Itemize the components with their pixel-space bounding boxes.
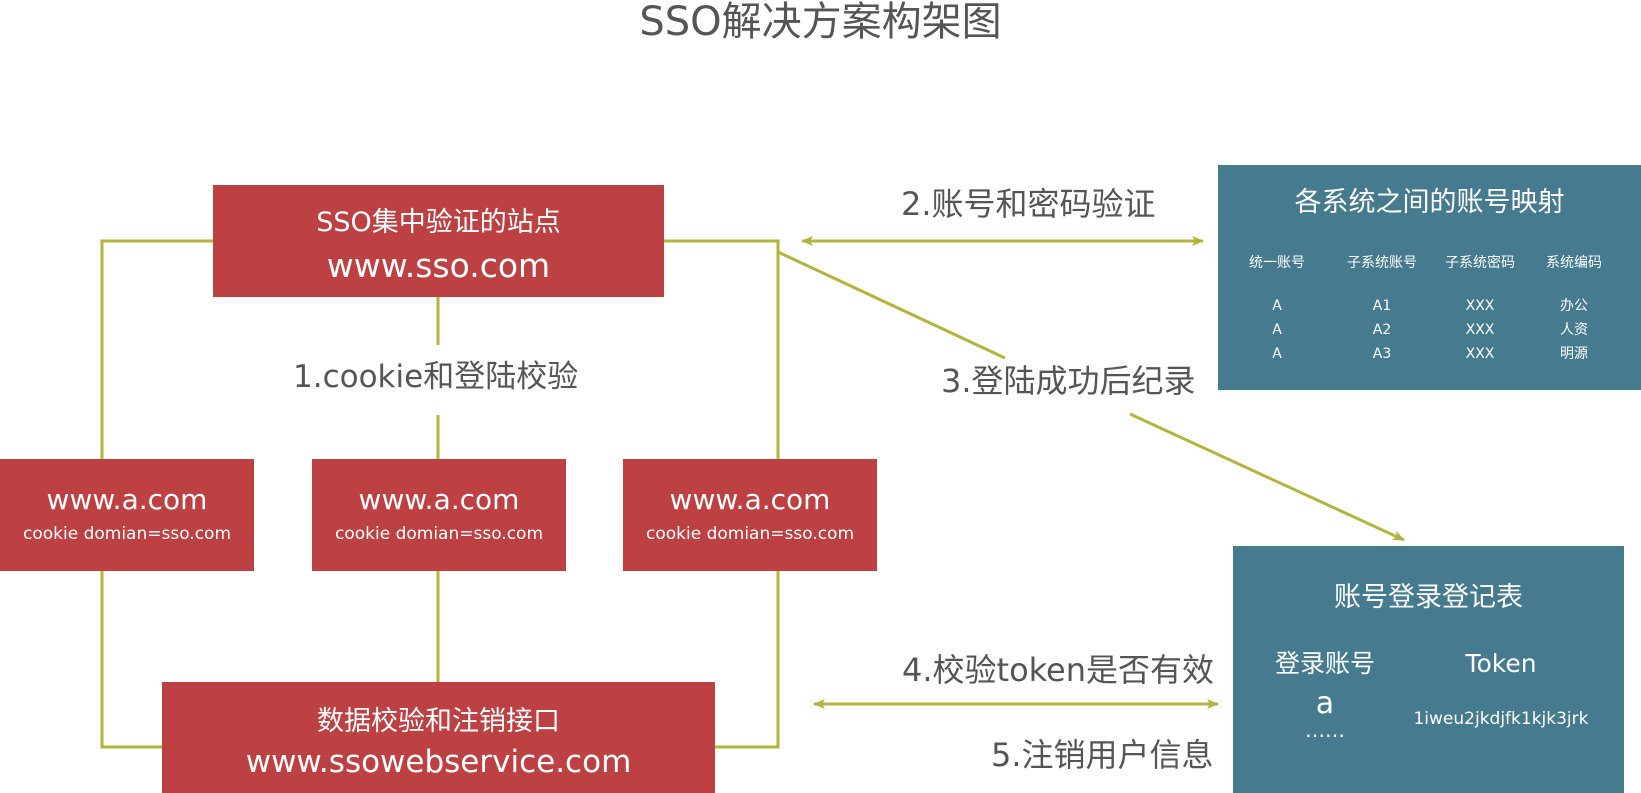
mapping-cell: 办公 [1560, 298, 1588, 314]
mapping-cell: A [1272, 322, 1282, 338]
step4-label: 4.校验token是否有效 [902, 651, 1215, 689]
mapping-cell: A2 [1372, 322, 1392, 338]
service-url: www.ssowebservice.com [245, 744, 632, 780]
login-register-table: 账号登录登记表 登录账号 Token a …… 1iweu2jkdjfk1kjk… [1233, 546, 1624, 793]
client-site-3-cookie: cookie domian=sso.com [645, 524, 855, 544]
mapping-col-unified-account: 统一账号 [1249, 255, 1305, 271]
login-account-value: a [1315, 686, 1335, 721]
client-site-3: www.a.com cookie domian=sso.com [623, 459, 877, 571]
mapping-col-subsystem-account: 子系统账号 [1347, 255, 1417, 271]
mapping-cell: A1 [1372, 298, 1392, 314]
client-site-2: www.a.com cookie domian=sso.com [312, 459, 566, 571]
login-col-account: 登录账号 [1274, 649, 1375, 678]
mapping-cell: 明源 [1560, 346, 1588, 362]
line-step3-upper [777, 250, 1006, 360]
mapping-col-system-code: 系统编码 [1546, 255, 1602, 271]
diagram-title: SSO解决方案构架图 [639, 0, 1002, 45]
login-table-title: 账号登录登记表 [1334, 582, 1523, 613]
service-box: 数据校验和注销接口 www.ssowebservice.com [162, 682, 715, 793]
client-site-2-url: www.a.com [358, 483, 520, 516]
sso-site-title: SSO集中验证的站点 [316, 207, 561, 238]
step1-label: 1.cookie和登陆校验 [293, 359, 579, 395]
mapping-table-title: 各系统之间的账号映射 [1294, 187, 1565, 218]
login-more-ellipsis: …… [1305, 718, 1345, 742]
login-col-token: Token [1465, 649, 1537, 678]
arrow-step3-lower [1129, 412, 1405, 542]
mapping-cell: XXX [1465, 298, 1495, 314]
mapping-cell: A3 [1372, 346, 1392, 362]
sso-site-url: www.sso.com [326, 246, 551, 285]
left-loop-line [100, 239, 213, 749]
mapping-cell: XXX [1465, 346, 1495, 362]
step5-label: 5.注销用户信息 [991, 736, 1214, 774]
client-site-3-url: www.a.com [669, 483, 831, 516]
service-title: 数据校验和注销接口 [317, 706, 560, 737]
login-token-value: 1iweu2jkdjfk1kjk3jrk [1413, 709, 1589, 729]
mapping-cell: A [1272, 346, 1282, 362]
step3-label: 3.登陆成功后纪录 [941, 362, 1196, 400]
mapping-cell: A [1272, 298, 1282, 314]
right-loop-line [664, 239, 780, 749]
client-site-1: www.a.com cookie domian=sso.com [0, 459, 254, 571]
sso-site-box: SSO集中验证的站点 www.sso.com [213, 185, 664, 297]
client-site-2-cookie: cookie domian=sso.com [334, 524, 544, 544]
mapping-col-subsystem-password: 子系统密码 [1445, 255, 1515, 271]
client-site-1-url: www.a.com [46, 483, 208, 516]
mapping-cell: XXX [1465, 322, 1495, 338]
client-site-1-cookie: cookie domian=sso.com [22, 524, 232, 544]
step2-label: 2.账号和密码验证 [901, 185, 1156, 223]
mapping-cell: 人资 [1560, 322, 1588, 338]
account-mapping-table: 各系统之间的账号映射 统一账号 子系统账号 子系统密码 系统编码 A A1 XX… [1218, 165, 1641, 390]
